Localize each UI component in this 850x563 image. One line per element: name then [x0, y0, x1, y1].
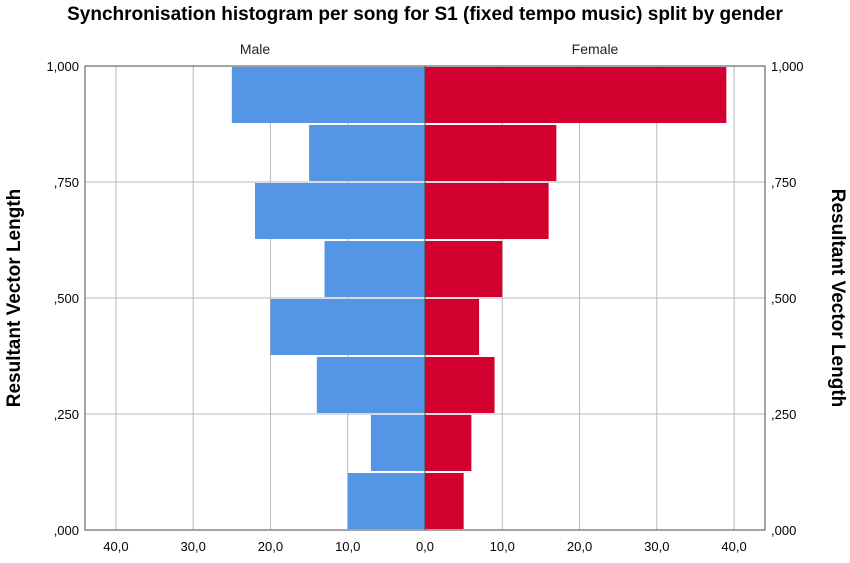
y-tick-label-left: ,000 — [54, 523, 79, 538]
x-tick-label-left: 40,0 — [103, 539, 128, 554]
bar-female — [425, 357, 495, 413]
x-tick-label-right: 20,0 — [567, 539, 592, 554]
bar-female — [425, 183, 549, 239]
bar-male — [270, 299, 425, 355]
bar-female — [425, 473, 464, 529]
x-tick-label-right: 30,0 — [644, 539, 669, 554]
y-tick-label-right: 1,000 — [771, 59, 804, 74]
bar-female — [425, 299, 480, 355]
y-axis-title-left: Resultant Vector Length — [4, 189, 25, 408]
bar-female — [425, 415, 472, 471]
bar-female — [425, 125, 557, 181]
y-tick-label-left: ,750 — [54, 175, 79, 190]
bar-male — [309, 125, 425, 181]
chart-title: Synchronisation histogram per song for S… — [67, 4, 783, 25]
bars — [231, 66, 727, 530]
y-tick-label-right: ,000 — [771, 523, 796, 538]
bar-male — [347, 473, 425, 529]
y-tick-label-left: 1,000 — [46, 59, 79, 74]
y-tick-label-left: ,250 — [54, 407, 79, 422]
bar-male — [255, 183, 425, 239]
bar-male — [370, 415, 425, 471]
x-tick-label-left: 10,0 — [335, 539, 360, 554]
ticks: 40,0 30,0 20,0 10,0 0,0 10,0 20,0 30,0 40,0 ,000,… — [46, 59, 803, 554]
x-tick-label-left: 0,0 — [416, 539, 434, 554]
bar-male — [231, 67, 425, 123]
x-tick-label-right: 40,0 — [721, 539, 746, 554]
x-tick-label-right: 10,0 — [490, 539, 515, 554]
x-tick-label-left: 30,0 — [181, 539, 206, 554]
y-tick-label-right: ,500 — [771, 291, 796, 306]
panel-label-male: Male — [240, 41, 271, 57]
bar-female — [425, 241, 503, 297]
y-axis-title-right: Resultant Vector Length — [827, 189, 848, 408]
y-tick-label-left: ,500 — [54, 291, 79, 306]
bar-female — [425, 67, 727, 123]
bar-male — [324, 241, 425, 297]
y-tick-label-right: ,750 — [771, 175, 796, 190]
x-tick-label-left: 20,0 — [258, 539, 283, 554]
panel-label-female: Female — [572, 41, 619, 57]
y-tick-label-right: ,250 — [771, 407, 796, 422]
plot-frame-right — [424, 65, 766, 531]
bar-male — [316, 357, 425, 413]
